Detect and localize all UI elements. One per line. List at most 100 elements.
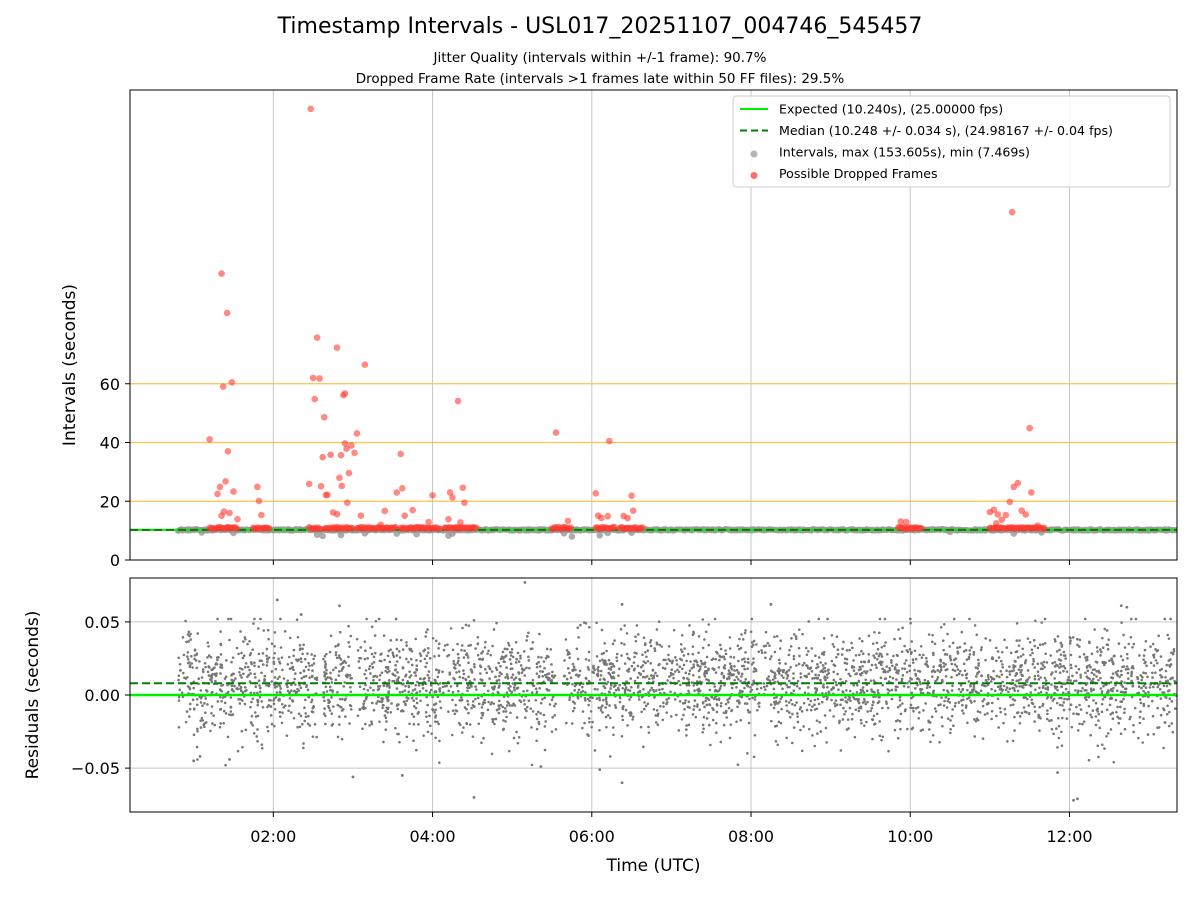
residual-point [358, 685, 362, 689]
residual-point [1100, 743, 1104, 747]
residual-point [753, 698, 757, 701]
residual-point [468, 686, 471, 690]
residual-point [437, 654, 441, 657]
residual-point [875, 657, 879, 661]
residual-point [250, 722, 253, 725]
residual-point [1171, 730, 1175, 734]
residual-point [519, 664, 523, 667]
residual-point [219, 630, 222, 633]
residual-point [593, 749, 597, 752]
residual-point [451, 648, 455, 652]
residual-point [917, 669, 920, 673]
residual-point [510, 648, 514, 651]
residual-point [583, 721, 586, 725]
residual-point [224, 763, 227, 767]
residual-point [864, 671, 868, 675]
residual-point [222, 709, 226, 713]
residual-point [980, 674, 983, 678]
residual-point [680, 667, 684, 671]
residual-point [986, 683, 990, 687]
residual-point [426, 703, 429, 707]
residual-point [387, 684, 391, 687]
residual-point [226, 690, 230, 694]
residual-point [866, 700, 869, 704]
residual-point [1057, 716, 1060, 720]
residual-point [397, 732, 400, 736]
residual-point [1055, 650, 1059, 653]
residual-point [1159, 655, 1163, 658]
intervals-plot-frame [129, 89, 1178, 561]
residual-point [541, 670, 545, 673]
residual-point [1138, 654, 1141, 657]
residual-point [434, 690, 438, 693]
residual-point [823, 666, 826, 670]
residual-point [987, 701, 990, 705]
residual-point [760, 651, 764, 655]
residual-point [1012, 669, 1016, 672]
residual-point [261, 652, 265, 655]
residual-point [972, 653, 976, 656]
residual-point [1085, 711, 1089, 715]
residual-point [401, 678, 405, 682]
residual-point [466, 699, 469, 703]
residual-point [340, 737, 344, 741]
residual-point [1022, 696, 1026, 700]
residual-point [816, 677, 819, 680]
dropped-frame-point [639, 524, 646, 531]
residual-point [287, 709, 290, 713]
residual-point [1146, 675, 1149, 679]
residual-point [851, 646, 854, 650]
residual-point [396, 671, 399, 674]
residual-point [229, 710, 233, 713]
residual-point [266, 658, 269, 661]
residual-point [336, 690, 339, 694]
residual-point [227, 713, 231, 716]
residual-point [687, 689, 690, 693]
residual-point [614, 688, 618, 692]
interval-point [393, 530, 401, 537]
residual-point [998, 707, 1002, 710]
residual-point [802, 725, 805, 728]
residual-point [692, 665, 696, 669]
residual-point [711, 718, 715, 722]
residual-point [1114, 671, 1118, 674]
residual-point [1051, 661, 1054, 665]
residual-point [933, 707, 937, 710]
residual-point [288, 636, 292, 640]
residual-point [1147, 690, 1150, 694]
residual-point [863, 660, 867, 664]
residual-point [1086, 669, 1090, 673]
residual-point [397, 650, 401, 653]
residual-point [573, 702, 576, 705]
residual-point [779, 721, 783, 725]
residual-point [1085, 659, 1088, 662]
residual-point [1097, 712, 1101, 716]
residual-point [289, 711, 293, 714]
residual-point [698, 708, 701, 712]
residual-point [574, 673, 578, 677]
dropped-frame-point [222, 477, 229, 485]
residual-point [823, 714, 827, 717]
residual-point [472, 618, 476, 622]
residual-point [847, 672, 851, 676]
residual-point [535, 712, 538, 716]
residual-point [779, 697, 783, 701]
residual-point [219, 643, 223, 647]
residual-point [730, 664, 733, 668]
residual-point [1152, 664, 1156, 667]
residual-point [817, 673, 821, 677]
residual-point [313, 654, 317, 658]
residual-point [876, 689, 880, 692]
residual-point [429, 684, 433, 687]
residual-point [1001, 665, 1005, 669]
residual-point [943, 699, 946, 703]
residual-point [824, 726, 828, 730]
residual-point [800, 749, 804, 753]
residual-point [759, 686, 763, 690]
residual-point [957, 672, 961, 676]
residual-point [838, 721, 841, 725]
residual-point [414, 637, 418, 641]
residual-point [470, 685, 473, 688]
residual-point [1023, 710, 1027, 713]
residual-point [190, 662, 194, 665]
